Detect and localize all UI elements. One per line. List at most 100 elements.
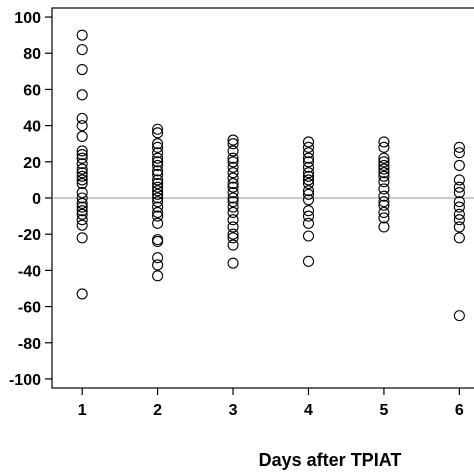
data-point <box>227 172 239 184</box>
x-tick-label: 4 <box>304 402 313 419</box>
data-point <box>227 257 239 269</box>
data-point <box>302 141 315 153</box>
data-point <box>76 63 88 76</box>
data-point <box>76 112 88 124</box>
data-point <box>302 174 315 186</box>
x-axis: 1 2 3 4 5 6 <box>78 388 464 419</box>
data-point <box>76 163 88 175</box>
data-point <box>302 205 315 217</box>
y-tick-label: 80 <box>23 46 41 63</box>
data-point <box>76 288 88 300</box>
y-tick-label: -60 <box>18 300 41 317</box>
data-point <box>227 187 239 199</box>
data-point <box>302 167 315 179</box>
data-points <box>76 29 465 322</box>
data-point <box>152 141 164 153</box>
data-point <box>76 89 88 101</box>
data-point <box>152 123 164 135</box>
data-point <box>453 221 465 233</box>
data-point <box>453 232 465 244</box>
data-point <box>76 149 88 161</box>
data-point <box>152 201 164 213</box>
data-point <box>76 44 88 56</box>
data-point <box>76 201 88 213</box>
y-tick-label: -20 <box>18 227 41 244</box>
data-point <box>152 127 164 139</box>
data-point <box>453 196 465 208</box>
data-point <box>378 167 390 179</box>
data-point <box>378 136 390 148</box>
data-point <box>227 196 239 208</box>
data-point <box>76 29 88 41</box>
y-axis: 100 80 60 40 20 0 -20 -40 -60 -80 -100 <box>9 10 52 389</box>
x-tick-label: 6 <box>455 402 464 419</box>
data-point <box>302 217 315 229</box>
x-tick-label: 1 <box>78 402 87 419</box>
data-point <box>378 196 390 208</box>
data-point <box>76 167 88 179</box>
y-tick-label: 100 <box>14 10 41 27</box>
data-point <box>227 201 239 213</box>
data-point <box>152 152 164 164</box>
data-point <box>378 199 390 211</box>
data-point <box>453 181 465 193</box>
data-point <box>302 210 315 222</box>
y-tick-label: 20 <box>23 155 41 172</box>
data-point <box>76 187 88 199</box>
data-point <box>76 145 88 157</box>
data-point <box>76 192 88 204</box>
data-point <box>152 156 164 168</box>
data-point <box>152 165 164 177</box>
data-point <box>378 170 390 182</box>
data-point <box>76 174 88 186</box>
data-point <box>302 177 315 190</box>
data-point <box>302 161 315 173</box>
x-tick-label: 2 <box>153 402 162 419</box>
data-point <box>227 134 239 146</box>
data-point <box>302 147 315 159</box>
data-point <box>152 177 164 190</box>
data-point <box>76 232 88 244</box>
data-point <box>227 181 239 193</box>
data-point <box>378 221 390 233</box>
data-point <box>378 183 390 195</box>
data-point <box>453 159 465 171</box>
data-point <box>227 221 239 233</box>
data-point <box>378 159 390 171</box>
data-point <box>152 192 164 204</box>
data-point <box>152 168 164 181</box>
data-point <box>378 176 390 188</box>
data-point <box>302 194 315 206</box>
data-point <box>76 158 88 170</box>
data-point <box>227 228 239 240</box>
data-point <box>302 170 315 182</box>
data-point <box>227 177 239 190</box>
data-point <box>302 136 315 148</box>
data-point <box>302 152 315 164</box>
data-point <box>227 167 239 179</box>
data-point <box>453 147 465 159</box>
data-point <box>302 156 315 168</box>
data-point <box>302 255 315 267</box>
data-point <box>76 152 88 164</box>
y-tick-label: -80 <box>18 336 41 353</box>
data-point <box>453 201 465 213</box>
data-point <box>152 147 164 159</box>
data-point <box>152 188 164 200</box>
data-point <box>152 210 164 222</box>
data-point <box>76 205 88 217</box>
data-point <box>378 212 390 224</box>
data-point <box>76 219 88 231</box>
y-tick-label: 40 <box>23 119 41 136</box>
data-point <box>453 214 465 226</box>
data-point <box>76 208 88 220</box>
data-point <box>227 192 239 204</box>
data-point <box>227 232 239 244</box>
data-point <box>152 235 164 247</box>
x-tick-label: 5 <box>379 402 388 419</box>
data-point <box>378 206 390 219</box>
data-point <box>152 138 164 150</box>
data-point <box>152 196 164 208</box>
data-point <box>152 206 164 219</box>
data-point <box>227 214 239 226</box>
